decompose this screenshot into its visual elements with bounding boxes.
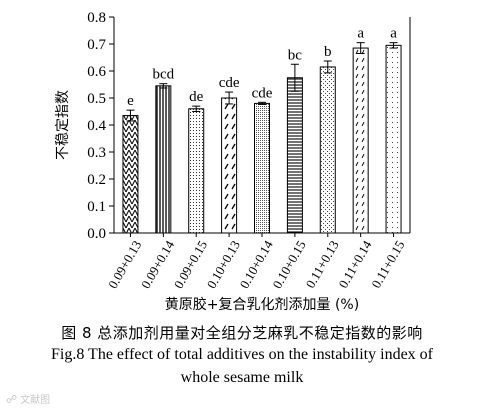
figure-caption-en-line2: whole sesame milk [180,369,304,386]
significance-label: a [357,26,364,42]
bar [122,115,139,234]
y-tick-label: 0.7 [87,37,106,53]
significance-label: de [189,89,204,105]
bar [155,85,172,234]
x-ticks: 0.09+0.130.09+0.140.09+0.150.10+0.130.10… [105,233,407,291]
significance-label: bcd [152,67,174,83]
y-tick-label: 0.5 [87,91,106,107]
y-tick-label: 0.0 [87,226,106,242]
figure-caption-cn: 图 8 总添加剂用量对全组分芝麻乳不稳定指数的影响 [61,324,423,342]
bar [319,66,336,234]
y-tick-label: 0.4 [87,118,106,134]
y-ticks: 0.0 0.1 0.2 0.3 0.4 0.5 0.6 0.7 0.8 [87,10,114,242]
bar [286,77,303,234]
significance-label: b [324,44,332,60]
significance-label: cde [252,85,273,101]
bar-chart: 0.00.10.20.30.40.50.60.70.8 ebcddecdecde… [55,10,411,313]
significance-label: cde [219,75,240,91]
bar [385,44,402,234]
significance-label: a [390,26,397,42]
figure-caption-en-line1: Fig.8 The effect of total additives on t… [51,346,433,363]
significance-label: e [127,93,134,109]
bar [188,108,205,234]
y-axis-label: 不稳定指数 [55,90,71,160]
watermark-icon: ☍ [6,393,18,406]
bar [254,102,270,234]
y-tick-label: 0.8 [87,10,106,26]
bar [221,97,238,234]
y-tick-label: 0.1 [87,199,106,215]
y-tick-label: 0.3 [87,145,106,161]
significance-label: bc [288,47,303,63]
y-tick-label: 0.2 [87,172,106,188]
watermark: ☍ 文献图 [6,391,50,406]
watermark-text: 文献图 [20,395,51,406]
y-tick-label: 0.6 [87,64,106,80]
bar [352,47,369,234]
x-axis-label: 黄原胶+复合乳化剂添加量 (%) [165,296,359,313]
